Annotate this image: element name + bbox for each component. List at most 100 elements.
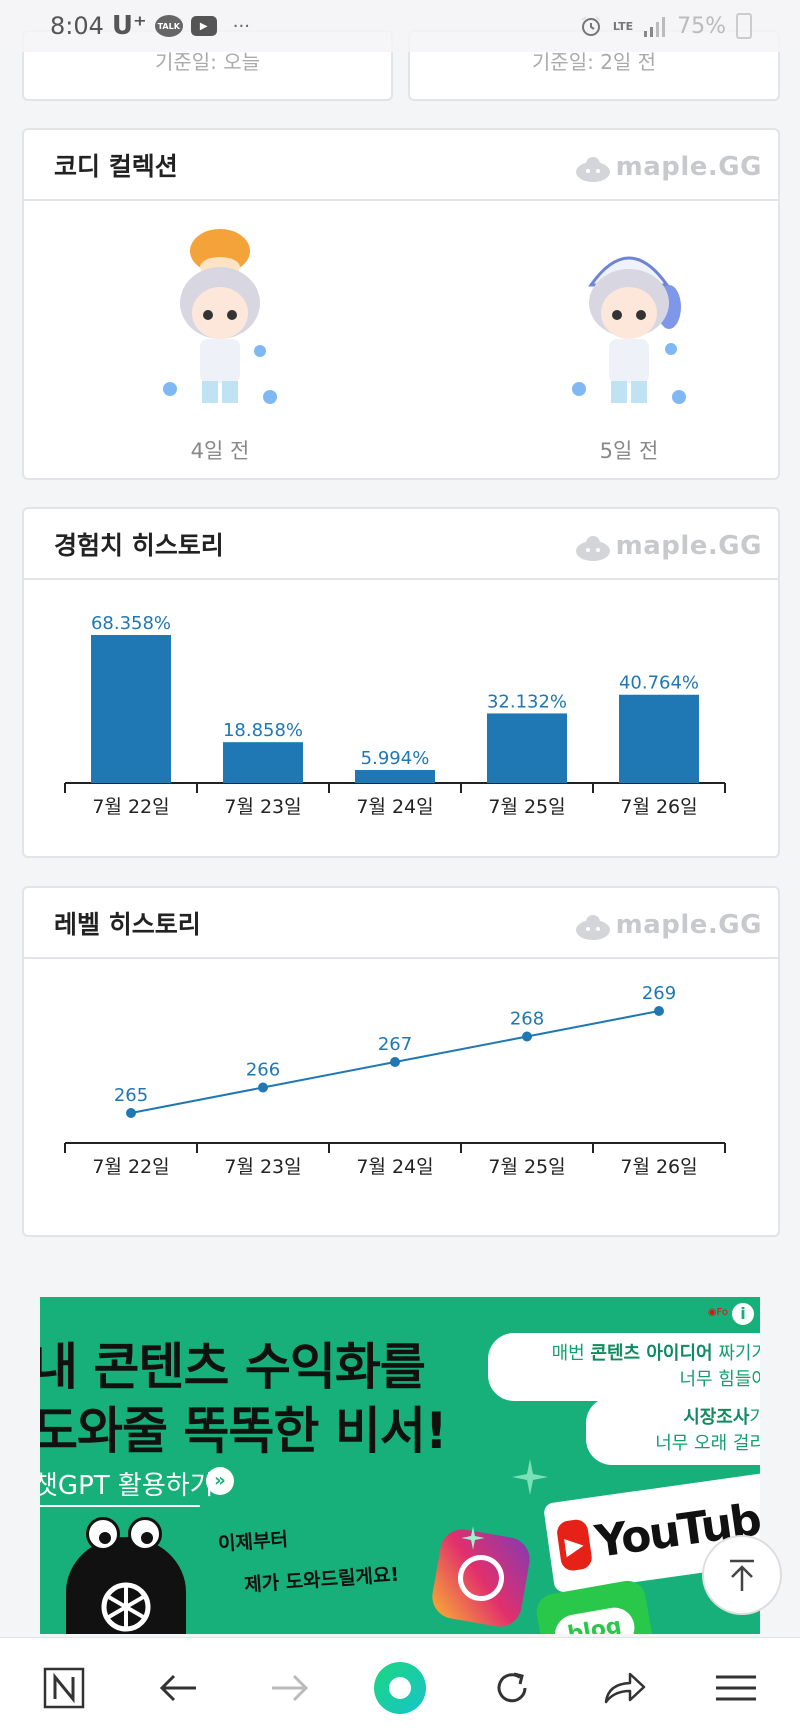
data-point [522,1031,532,1042]
slime-icon [575,915,610,940]
brand-text: maple.GG [615,531,762,561]
x-tick-label: 7월 22일 [92,1156,169,1178]
sparkle-icon [512,1459,548,1495]
bar [487,713,567,783]
share-arrow-icon [604,1672,646,1704]
info-icon[interactable]: i [730,1301,756,1327]
x-tick-label: 7월 22일 [92,796,169,818]
coordi-caption: 5일 전 [599,439,659,463]
bar [355,770,435,783]
x-tick-label: 7월 23일 [224,796,301,818]
coordi-item[interactable]: 5일 전 [529,221,729,465]
maplegg-logo: maple.GG [574,531,762,561]
level-history-card: 레벨 히스토리 maple.GG 7월 22일 7월 23일 7월 24일 7월 25… [22,886,780,1237]
character-avatar [163,229,277,404]
lte-icon-fg: LTE [612,19,634,33]
refresh-button[interactable] [482,1658,542,1718]
x-tick-label: 7월 26일 [620,796,697,818]
coordi-caption: 4일 전 [190,439,250,463]
sparkle-icon [461,1526,485,1550]
bar-value-label: 32.132% [487,691,567,712]
status-time-fg: 8:04 [50,12,104,40]
ad-headline-1: 내 콘텐츠 수익화를 [40,1338,426,1396]
x-tick-label: 7월 24일 [356,796,433,818]
slime-icon [575,157,610,182]
forward-button[interactable] [260,1658,320,1718]
carrier-label-fg: U⁺ [111,11,147,41]
scroll-to-top-button[interactable] [702,1535,782,1615]
date-caption-left: 기준일: 오늘 [154,50,261,74]
kakaotalk-icon-fg: TALK [154,15,183,37]
x-tick-label: 7월 25일 [488,1156,565,1178]
card-header: 레벨 히스토리 maple.GG [24,888,778,959]
card-title: 코디 컬렉션 [54,151,178,181]
x-tick-label: 7월 25일 [488,796,565,818]
card-title: 레벨 히스토리 [54,909,201,939]
ad-cta-text[interactable]: 챗GPT 활용하기 [40,1471,214,1501]
refresh-icon [497,1672,527,1703]
bubble-2-line2: 너무 오래 걸리 [655,1433,760,1454]
ad-small-text-2: 제가 도와드릴게요! [243,1563,400,1597]
card-title: 경험치 히스토리 [54,530,224,560]
naver-n-icon [43,1667,85,1709]
ad-banner[interactable]: 내 콘텐츠 수익화를 도와줄 똑똑한 비서! 챗GPT 활용하기 » 매번 콘텐… [40,1297,760,1634]
data-point [126,1108,136,1118]
point-value-label: 269 [642,983,676,1004]
bubble-2-post: 가 [749,1407,760,1428]
character-avatar [572,256,686,404]
data-point [390,1057,400,1067]
signal-icon-fg [644,17,666,37]
ad-cta-underline [40,1505,200,1507]
brand-text: maple.GG [615,910,762,940]
ad-speech-bubble-1: 매번 콘텐츠 아이디어 짜기가 너무 힘들어 [488,1333,760,1401]
ad-headline-2: 도와줄 똑똑한 비서! [40,1402,448,1460]
ad-brand-mark: ◉Fo [707,1307,728,1318]
status-bar-overlay [0,0,800,52]
chevron-right-icon[interactable]: » [206,1467,234,1495]
battery-percent-fg: 75% [677,13,726,39]
green-dot-button[interactable] [370,1658,430,1718]
card-header: 코디 컬렉션 maple.GG [24,130,778,201]
bubble-1-line2: 너무 힘들어 [679,1369,760,1390]
exp-chart-container: 7월 22일 7월 23일 7월 24일 7월 25일 7월 26일 68.358% 18.… [24,580,778,852]
back-button[interactable] [148,1658,208,1718]
maplegg-logo: maple.GG [574,910,762,940]
bar [91,635,171,783]
exp-bar-chart: 7월 22일 7월 23일 7월 24일 7월 25일 7월 26일 68.358% 18.… [64,613,726,818]
card-header: 경험치 히스토리 maple.GG [24,509,778,580]
bar [619,694,699,783]
bar-value-label: 68.358% [91,613,171,634]
point-value-label: 266 [246,1060,280,1081]
ad-small-text-1: 이제부터 [217,1528,289,1556]
youtube-play-icon: ▶ [555,1518,594,1573]
chatgpt-character [66,1517,186,1634]
share-button[interactable] [594,1658,654,1718]
bubble-1-strong: 콘텐츠 아이디어 [590,1343,713,1364]
character-eye [128,1517,162,1551]
point-value-label: 265 [114,1085,148,1106]
point-value-label: 267 [378,1034,412,1055]
bar-value-label: 5.994% [361,748,430,769]
maplegg-logo: maple.GG [574,152,762,182]
level-chart-container: 7월 22일 7월 23일 7월 24일 7월 25일 7월 26일 265 266 267 2… [24,959,778,1231]
menu-button[interactable] [706,1658,766,1718]
date-caption-right: 기준일: 2일 전 [531,50,657,74]
level-line-chart: 7월 22일 7월 23일 7월 24일 7월 25일 7월 26일 265 266 267 2… [64,983,726,1178]
naver-home-button[interactable] [34,1658,94,1718]
hamburger-menu-icon [716,1675,756,1701]
x-tick-label: 7월 23일 [224,1156,301,1178]
x-tick-label: 7월 26일 [620,1156,697,1178]
blog-wordmark: blog [551,1604,638,1634]
brand-text: maple.GG [615,152,762,182]
character-eye [86,1517,120,1551]
coordi-list: 4일 전 5일 전 [24,201,778,477]
bar [223,742,303,783]
battery-icon-fg [736,13,752,39]
arrow-right-icon [272,1674,309,1702]
ad-speech-bubble-2: 시장조사가 너무 오래 걸리 [586,1397,760,1465]
point-value-label: 268 [510,1009,544,1030]
browser-bottom-nav [0,1637,800,1733]
exp-history-card: 경험치 히스토리 maple.GG 7월 22일 7월 23일 7월 24일 7월 2… [22,507,780,858]
coordi-item[interactable]: 4일 전 [120,221,320,465]
slime-icon [575,536,610,561]
